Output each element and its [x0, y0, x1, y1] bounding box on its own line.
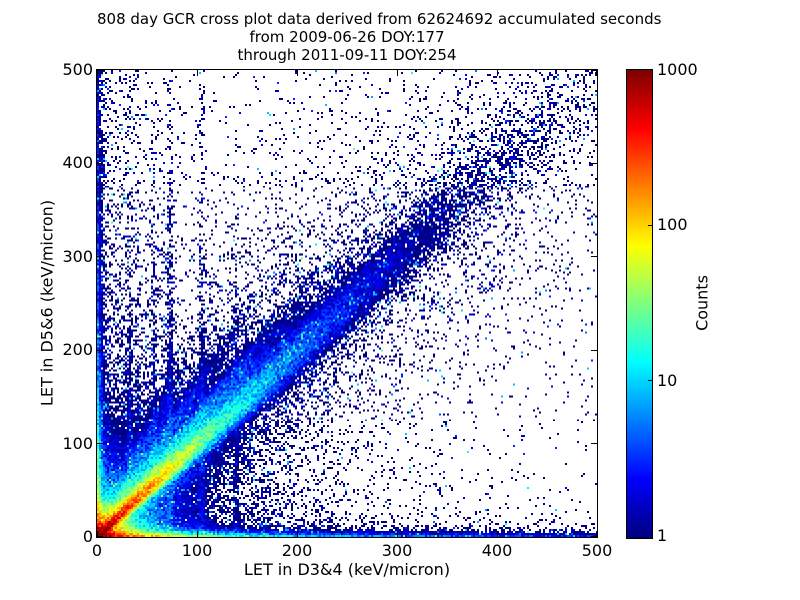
- tick-mark: [97, 536, 103, 537]
- tick-mark: [296, 531, 298, 537]
- colorbar-tick-mark: [648, 224, 652, 226]
- tick-mark: [396, 531, 398, 537]
- tick-mark: [396, 70, 398, 76]
- tick-mark: [196, 531, 198, 537]
- colorbar-tick-label: 100: [657, 215, 688, 235]
- chart-title: 808 day GCR cross plot data derived from…: [97, 10, 662, 64]
- colorbar: [627, 70, 652, 538]
- colorbar-label: Counts: [692, 275, 712, 331]
- tick-mark: [591, 536, 597, 537]
- y-tick-label: 200: [62, 340, 93, 360]
- x-tick-label: 0: [91, 541, 103, 560]
- x-tick-label: 200: [281, 541, 313, 560]
- chart-title-line-3: through 2011-09-11 DOY:254: [237, 46, 457, 64]
- tick-mark: [97, 531, 98, 537]
- tick-mark: [591, 256, 597, 258]
- colorbar-tick-label: 1000: [657, 60, 698, 79]
- chart-title-line-1: 808 day GCR cross plot data derived from…: [97, 10, 662, 28]
- chart-title-line-2: from 2009-06-26 DOY:177: [249, 28, 445, 46]
- tick-mark: [196, 70, 198, 76]
- tick-mark: [596, 531, 597, 537]
- heatmap-canvas: [97, 70, 597, 537]
- tick-mark: [591, 70, 597, 71]
- tick-mark: [97, 349, 103, 351]
- tick-mark: [97, 162, 103, 164]
- tick-mark: [596, 70, 597, 76]
- x-tick-label: 400: [481, 541, 513, 560]
- tick-mark: [496, 531, 498, 537]
- y-axis-label: LET in D5&6 (keV/micron): [37, 199, 57, 407]
- y-tick-label: 0: [82, 527, 93, 546]
- y-tick-label: 400: [62, 153, 93, 173]
- colorbar-gradient-canvas: [627, 70, 652, 538]
- colorbar-tick-mark: [648, 380, 652, 382]
- y-tick-label: 300: [62, 246, 93, 266]
- colorbar-tick-label: 10: [657, 370, 678, 390]
- tick-mark: [591, 162, 597, 164]
- plot-area: [97, 70, 597, 537]
- tick-mark: [97, 443, 103, 445]
- tick-mark: [496, 70, 498, 76]
- y-tick-label: 500: [62, 60, 93, 79]
- colorbar-frame: [626, 69, 653, 539]
- x-axis-label: LET in D3&4 (keV/micron): [243, 560, 451, 579]
- tick-mark: [591, 443, 597, 445]
- x-tick-label: 300: [381, 541, 413, 560]
- tick-mark: [591, 349, 597, 351]
- tick-mark: [97, 256, 103, 258]
- tick-mark: [97, 70, 98, 76]
- colorbar-tick-label: 1: [657, 526, 668, 545]
- y-tick-label: 100: [62, 433, 93, 453]
- x-tick-label: 500: [581, 541, 613, 560]
- plot-frame: [96, 69, 598, 538]
- tick-mark: [97, 70, 103, 71]
- tick-mark: [296, 70, 298, 76]
- x-tick-label: 100: [181, 541, 213, 560]
